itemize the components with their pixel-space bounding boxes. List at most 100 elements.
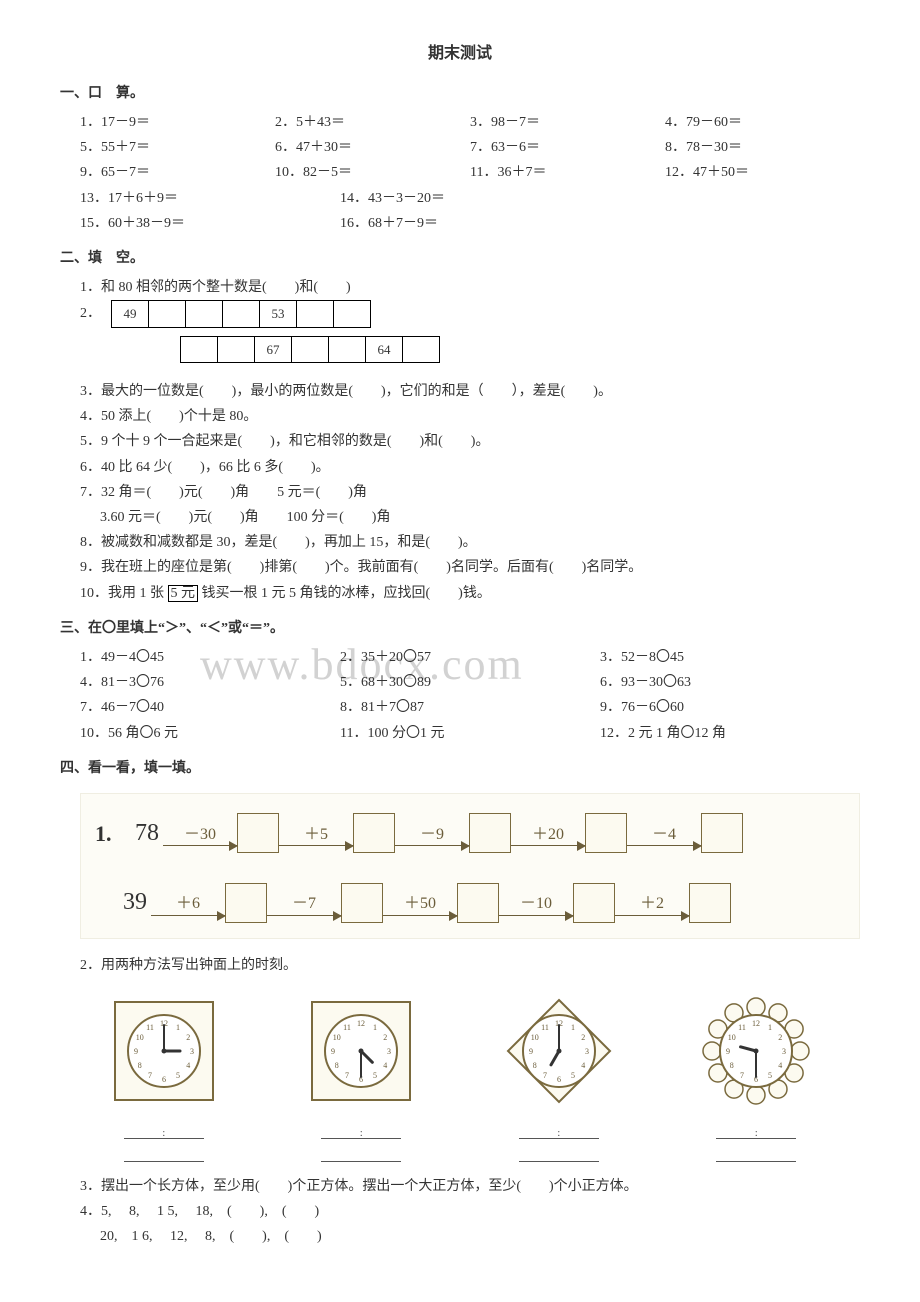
s3-7: 7．46－7〇40 xyxy=(80,695,340,720)
clock-answer-line: : xyxy=(716,1124,796,1139)
chain2-seed: 39 xyxy=(123,881,147,924)
s3-11: 11．100 分〇1 元 xyxy=(340,721,600,746)
s2-q2-label: 2． xyxy=(80,301,101,326)
svg-text:2: 2 xyxy=(778,1033,782,1042)
section1-head: 一、口 算。 xyxy=(60,81,860,106)
seqA-3 xyxy=(223,301,260,327)
svg-text:1: 1 xyxy=(373,1023,377,1032)
s1-q15: 15．60＋38－9＝ xyxy=(80,211,340,236)
svg-text:2: 2 xyxy=(383,1033,387,1042)
seqA-4: 53 xyxy=(260,301,297,327)
svg-text:7: 7 xyxy=(148,1072,152,1081)
svg-text:7: 7 xyxy=(543,1072,547,1081)
s1-row3: 9．65－7＝ 10．82－5＝ 11．36＋7＝ 12．47＋50＝ xyxy=(80,160,860,185)
s4-q4b: 20, 1 6, 12, 8, ( ), ( ) xyxy=(100,1224,860,1249)
chain-arrow: ＋50 xyxy=(383,890,457,916)
svg-text:8: 8 xyxy=(138,1061,142,1070)
chain-arrow: －10 xyxy=(499,890,573,916)
svg-text:8: 8 xyxy=(335,1061,339,1070)
svg-text:5: 5 xyxy=(571,1072,575,1081)
s2-q9: 9．我在班上的座位是第( )排第( )个。我前面有( )名同学。后面有( )名同… xyxy=(80,555,860,580)
s3-10: 10．56 角〇6 元 xyxy=(80,721,340,746)
chain-arrow: －30 xyxy=(163,821,237,847)
clock-item: 123456789101112: xyxy=(479,996,639,1165)
arrow-icon xyxy=(151,915,225,916)
svg-text:1: 1 xyxy=(768,1023,772,1032)
clock-icon: 123456789101112 xyxy=(306,996,416,1106)
s1-row5: 15．60＋38－9＝ 16．68＋7－9＝ xyxy=(80,211,860,236)
svg-text:3: 3 xyxy=(782,1047,786,1056)
seqB-1 xyxy=(218,336,255,362)
clock-icon: 123456789101112 xyxy=(109,996,219,1106)
s2-seqB: 67 64 xyxy=(180,336,440,363)
svg-text:4: 4 xyxy=(383,1061,387,1070)
svg-text:1: 1 xyxy=(571,1023,575,1032)
s4-q4a: 4．5, 8, 1 5, 18, ( ), ( ) xyxy=(80,1199,860,1224)
s1-q6: 6．47＋30＝ xyxy=(275,135,470,160)
svg-text:2: 2 xyxy=(186,1033,190,1042)
s1-q8: 8．78－30＝ xyxy=(665,135,860,160)
s1-q10: 10．82－5＝ xyxy=(275,160,470,185)
seqA-0: 49 xyxy=(112,301,149,327)
chain-arrow: ＋6 xyxy=(151,890,225,916)
svg-text:10: 10 xyxy=(136,1033,144,1042)
clock-answer-line: : xyxy=(321,1124,401,1139)
seqB-0 xyxy=(181,336,218,362)
s2-q8: 8．被减数和减数都是 30，差是( )，再加上 15，和是( )。 xyxy=(80,530,860,555)
arrow-icon xyxy=(383,915,457,916)
s2-q10c: 钱买一根 1 元 5 角钱的冰棒，应找回( )钱。 xyxy=(202,586,491,601)
s3-4: 4．81－3〇76 xyxy=(80,670,340,695)
arrow-icon xyxy=(267,915,341,916)
s1-q13: 13．17＋6＋9＝ xyxy=(80,186,340,211)
svg-text:9: 9 xyxy=(726,1047,730,1056)
s1-row4: 13．17＋6＋9＝ 14．43－3－20＝ xyxy=(80,186,860,211)
chain1-seed: 78 xyxy=(135,812,159,855)
s3-12: 12．2 元 1 角〇12 角 xyxy=(600,721,860,746)
svg-text:10: 10 xyxy=(333,1033,341,1042)
s1-q3: 3．98－7＝ xyxy=(470,110,665,135)
arrow-icon xyxy=(511,845,585,846)
s3-1: 1．49－4〇45 xyxy=(80,645,340,670)
section2-head: 二、填 空。 xyxy=(60,246,860,271)
chain-arrow: ＋2 xyxy=(615,890,689,916)
seqB-5: 64 xyxy=(366,336,403,362)
s1-q14: 14．43－3－20＝ xyxy=(340,186,445,211)
s2-q4: 4．50 添上( )个十是 80。 xyxy=(80,404,860,429)
section4-head: 四、看一看，填一填。 xyxy=(60,756,860,781)
svg-text:12: 12 xyxy=(357,1019,365,1028)
svg-text:8: 8 xyxy=(533,1061,537,1070)
s2-q10-moneybox: 5 元 xyxy=(168,585,199,602)
chain-blank-box xyxy=(701,813,743,853)
clock-answer-line xyxy=(124,1147,204,1162)
clock-item: 123456789101112: xyxy=(676,996,836,1165)
clock-item: 123456789101112: xyxy=(281,996,441,1165)
s2-seqA: 49 53 xyxy=(111,300,371,327)
svg-text:2: 2 xyxy=(581,1033,585,1042)
s3-row4: 10．56 角〇6 元 11．100 分〇1 元 12．2 元 1 角〇12 角 xyxy=(80,721,860,746)
clock-answer-line xyxy=(716,1147,796,1162)
svg-text:11: 11 xyxy=(541,1023,549,1032)
clock-answer-line xyxy=(519,1147,599,1162)
svg-text:9: 9 xyxy=(331,1047,335,1056)
s2-q3: 3．最大的一位数是( )，最小的两位数是( )，它们的和是（ ），差是( )。 xyxy=(80,379,860,404)
s1-q9: 9．65－7＝ xyxy=(80,160,275,185)
arrow-icon xyxy=(615,915,689,916)
clock-icon: 123456789101112 xyxy=(701,996,811,1106)
chain1: 1. 78 －30＋5－9＋20－4 xyxy=(95,812,845,855)
chain-diagram: 1. 78 －30＋5－9＋20－4 39 ＋6－7＋50－10＋2 xyxy=(80,793,860,939)
s2-q2-rowA: 2． 49 53 xyxy=(80,300,860,327)
s1-q1: 1．17－9＝ xyxy=(80,110,275,135)
clocks-row: 123456789101112:123456789101112:12345678… xyxy=(70,996,850,1165)
svg-text:10: 10 xyxy=(531,1033,539,1042)
svg-text:6: 6 xyxy=(557,1075,561,1084)
s3-row2: 4．81－3〇76 5．68＋30〇89 6．93－30〇63 xyxy=(80,670,860,695)
chain-blank-box xyxy=(237,813,279,853)
chain-blank-box xyxy=(585,813,627,853)
s2-q6: 6．40 比 64 少( )，66 比 6 多( )。 xyxy=(80,455,860,480)
clock-answer-line xyxy=(321,1147,401,1162)
svg-text:4: 4 xyxy=(778,1061,782,1070)
page-title: 期末测试 xyxy=(60,40,860,69)
s4-q2: 2．用两种方法写出钟面上的时刻。 xyxy=(80,953,860,978)
arrow-icon xyxy=(279,845,353,846)
svg-text:7: 7 xyxy=(740,1072,744,1081)
